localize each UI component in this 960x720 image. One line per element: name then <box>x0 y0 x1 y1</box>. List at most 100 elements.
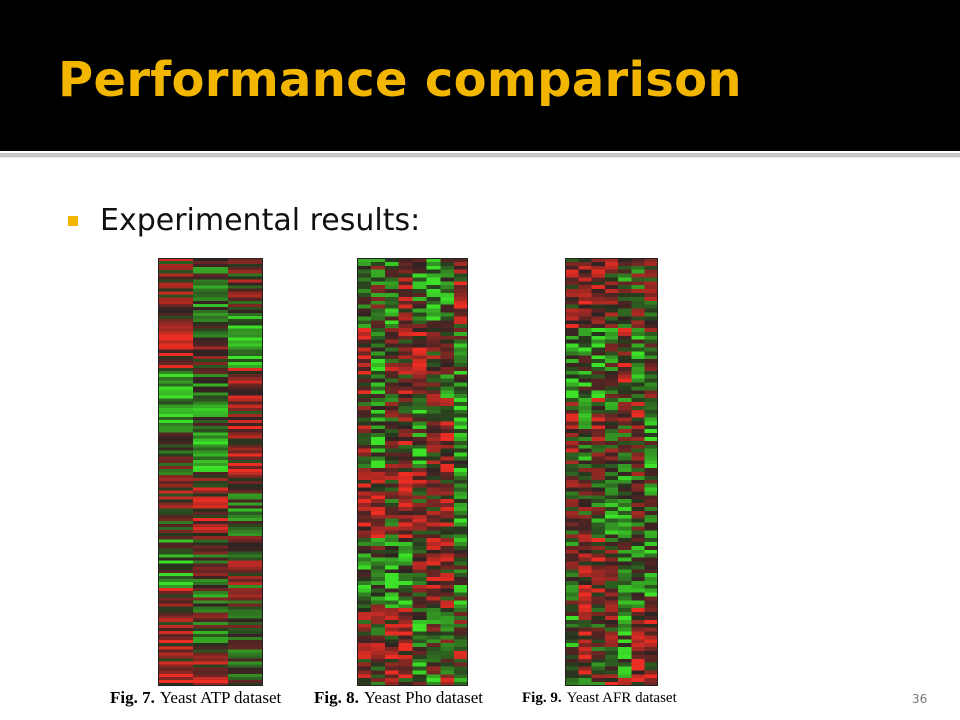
heatmap-cell <box>228 475 263 479</box>
heatmap-cell <box>644 394 658 399</box>
heatmap-cell <box>370 425 386 430</box>
heatmap-cell <box>193 621 229 626</box>
heatmap-cell <box>426 464 441 469</box>
heatmap-cell <box>631 281 646 286</box>
heatmap-cell <box>440 650 455 656</box>
heatmap-cell <box>454 507 468 512</box>
heatmap-cell <box>604 615 619 621</box>
heatmap-cell <box>193 554 229 558</box>
heatmap-cell <box>454 363 468 368</box>
heatmap-cell <box>193 670 229 675</box>
heatmap-cell <box>426 386 441 391</box>
heatmap-cell <box>412 658 427 663</box>
heatmap-cell <box>384 320 399 325</box>
heatmap-cell <box>454 351 468 356</box>
heatmap-cell <box>193 551 229 555</box>
heatmap-cell <box>578 265 592 270</box>
heatmap-cell <box>591 409 606 414</box>
heatmap-cell <box>604 398 619 403</box>
heatmap-cell <box>426 670 441 675</box>
heatmap-cell <box>357 658 372 663</box>
heatmap-cell <box>578 580 592 586</box>
heatmap-cell <box>228 609 263 613</box>
heatmap-cell <box>384 615 399 621</box>
heatmap-cell <box>578 627 592 632</box>
heatmap-cell <box>440 269 455 274</box>
heatmap-cell <box>426 269 441 274</box>
heatmap-cell <box>618 666 632 671</box>
heatmap-cell <box>384 507 399 512</box>
heatmap-cell <box>604 542 619 547</box>
heatmap-cell <box>618 409 632 414</box>
heatmap-cell <box>440 300 455 305</box>
heatmap-cell <box>158 520 194 525</box>
heatmap-cell <box>578 452 592 457</box>
heatmap-cell <box>384 460 399 465</box>
heatmap-cell <box>398 487 413 492</box>
heatmap-cell <box>591 650 606 656</box>
heatmap-cell <box>618 289 632 294</box>
heatmap-cell <box>426 370 441 376</box>
heatmap-cell <box>158 670 194 675</box>
heatmap-cell <box>370 635 386 640</box>
heatmap-cell <box>578 534 592 539</box>
heatmap-cell <box>644 479 658 484</box>
heatmap-cell <box>604 588 619 593</box>
heatmap-cell <box>398 588 413 593</box>
heatmap-cell <box>604 390 619 395</box>
heatmap-cell <box>398 666 413 671</box>
heatmap-cell <box>370 510 386 516</box>
heatmap-cell <box>370 394 386 399</box>
heatmap-cell <box>384 631 399 636</box>
heatmap-cell <box>426 343 441 348</box>
heatmap-cell <box>370 658 386 663</box>
heatmap-cell <box>618 339 632 344</box>
heatmap-cell <box>357 289 372 294</box>
heatmap-cell <box>158 523 194 528</box>
heatmap-cell <box>578 561 592 566</box>
heatmap-cell <box>591 565 606 570</box>
heatmap-cell <box>578 475 592 481</box>
heatmap-cell <box>578 409 592 414</box>
heatmap-cell <box>618 304 632 309</box>
heatmap-cell <box>644 460 658 465</box>
heatmap-cell <box>454 320 468 325</box>
heatmap-cell <box>228 536 263 540</box>
heatmap-cell <box>357 530 372 535</box>
heatmap-cell <box>412 398 427 403</box>
heatmap-cell <box>398 390 413 395</box>
heatmap-cell <box>604 503 619 508</box>
heatmap-cell <box>398 366 413 372</box>
heatmap-cell <box>384 577 399 582</box>
heatmap-cell <box>578 398 592 403</box>
heatmap-cell <box>591 643 606 648</box>
heatmap-cell <box>644 584 658 590</box>
heatmap-cell <box>412 401 427 407</box>
heatmap-cell <box>412 487 427 492</box>
heatmap-cell <box>604 475 619 481</box>
heatmap-cell <box>565 514 579 519</box>
heatmap-cell <box>604 258 619 263</box>
heatmap-cell <box>426 592 441 597</box>
heatmap-cell <box>454 596 468 601</box>
heatmap-cell <box>412 324 427 329</box>
heatmap-cell <box>591 647 606 652</box>
heatmap-cell <box>398 331 413 337</box>
heatmap-border <box>158 258 263 686</box>
heatmap-cell <box>384 522 399 527</box>
heatmap-cell <box>412 557 427 562</box>
heatmap-cell <box>357 343 372 348</box>
heatmap-cell <box>618 328 632 333</box>
heatmap-cell <box>384 398 399 403</box>
heatmap-cell <box>384 339 399 344</box>
heatmap-cell <box>370 592 386 597</box>
heatmap-cell <box>578 530 592 535</box>
heatmap-cell <box>228 511 263 516</box>
heatmap-cell <box>591 386 606 391</box>
heatmap-cell <box>228 664 263 668</box>
heatmap-cell <box>158 365 194 369</box>
heatmap-cell <box>565 662 579 667</box>
heatmap-cell <box>412 312 427 317</box>
heatmap-cell <box>591 281 606 286</box>
